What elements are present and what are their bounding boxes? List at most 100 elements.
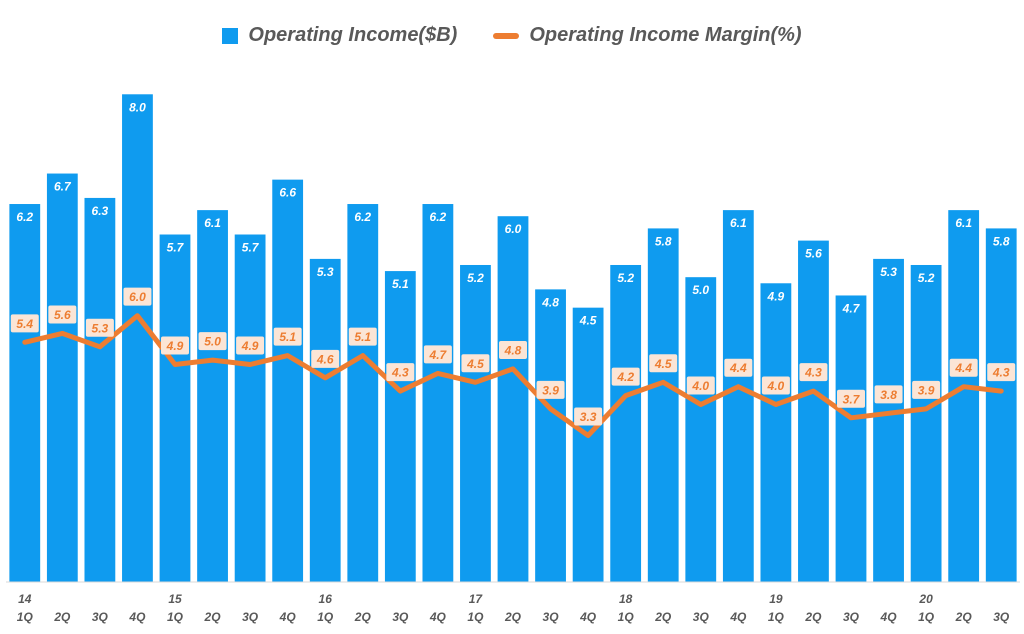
quarter-tick-label: 3Q [392, 610, 409, 624]
line-value-label: 3.7 [843, 392, 861, 406]
bar[interactable] [535, 289, 566, 582]
bar[interactable] [798, 240, 829, 582]
bar[interactable] [460, 264, 491, 582]
line-data-labels: 5.4 5.6 5.3 6.0 4.9 5.0 4.9 5.1 4.6 5.1 4.3 4.7 4.5 4… [10, 287, 1016, 426]
line-label-bg [874, 385, 903, 404]
bar[interactable] [197, 210, 228, 582]
bar-value-label: 6.6 [279, 186, 296, 200]
bar[interactable] [910, 264, 942, 582]
quarter-tick-label: 2Q [955, 610, 973, 624]
bar-value-label: 6.2 [16, 210, 33, 224]
line-label-bg [161, 336, 189, 355]
bar[interactable] [985, 228, 1017, 582]
quarter-tick-label: 3Q [242, 610, 259, 624]
legend-item-line[interactable]: Operating Income Margin(%) [493, 24, 802, 47]
line-value-label: 6.0 [129, 290, 146, 304]
line-label-bg [649, 354, 678, 373]
bar-value-label: 5.3 [317, 265, 334, 279]
year-tick-label: 18 [619, 592, 633, 606]
bar[interactable] [159, 234, 191, 582]
line-label-bg [912, 380, 941, 399]
line-label-bg [273, 327, 302, 346]
line-value-label: 3.9 [542, 383, 559, 397]
bar[interactable] [948, 210, 980, 582]
bar[interactable] [760, 283, 792, 582]
margin-line[interactable] [22, 313, 1004, 438]
quarter-tick-label: 3Q [693, 610, 710, 624]
line-label-bg [236, 336, 265, 355]
line-value-label: 5.1 [279, 330, 296, 344]
year-tick-label: 16 [319, 592, 333, 606]
bar[interactable] [497, 216, 529, 583]
line-value-label: 4.3 [391, 366, 409, 380]
bar-value-label: 6.2 [354, 210, 371, 224]
bar[interactable] [272, 179, 304, 582]
line-value-label: 3.9 [918, 383, 935, 397]
line-label-bg [198, 332, 227, 351]
legend-line-label: Operating Income Margin(%) [529, 24, 802, 46]
bar[interactable] [234, 234, 266, 582]
bar[interactable] [610, 264, 642, 582]
year-tick-label: 17 [469, 592, 484, 606]
bar[interactable] [9, 204, 41, 582]
bar[interactable] [873, 258, 904, 582]
line-label-bg [536, 380, 565, 399]
bar[interactable] [647, 228, 679, 582]
bar[interactable] [685, 277, 717, 582]
line-label-bg [461, 354, 490, 373]
quarter-tick-label: 4Q [429, 610, 447, 624]
bar[interactable] [722, 210, 754, 582]
bar-value-label: 5.2 [467, 271, 484, 285]
quarter-tick-label: 1Q [618, 610, 635, 624]
quarter-tick-label: 2Q [204, 610, 222, 624]
bar[interactable] [572, 307, 604, 582]
bar-value-label: 5.3 [880, 265, 897, 279]
bar[interactable] [84, 197, 116, 582]
line-label-bg [574, 407, 603, 426]
quarter-tick-label: 2Q [53, 610, 71, 624]
quarter-tick-label: 3Q [92, 610, 109, 624]
line-value-label: 3.8 [880, 388, 897, 402]
bar[interactable] [347, 204, 379, 582]
line-value-label: 4.4 [729, 361, 747, 375]
bar-value-label: 6.1 [204, 216, 221, 230]
line-value-label: 4.2 [616, 370, 634, 384]
quarter-tick-label: 3Q [993, 610, 1010, 624]
bar[interactable] [122, 94, 153, 582]
line-value-label: 4.7 [429, 348, 448, 362]
bar[interactable] [46, 173, 78, 582]
quarter-tick-label: 4Q [128, 610, 146, 624]
line-value-label: 4.3 [992, 366, 1010, 380]
bar[interactable] [422, 204, 454, 582]
bar[interactable] [384, 271, 416, 582]
quarter-tick-label: 2Q [354, 610, 372, 624]
line-value-label: 4.6 [316, 352, 334, 366]
year-tick-label: 20 [918, 592, 933, 606]
bar-value-label: 5.2 [918, 271, 935, 285]
quarter-tick-label: 4Q [880, 610, 898, 624]
line-value-label: 4.4 [954, 361, 972, 375]
quarter-tick-label: 1Q [167, 610, 184, 624]
quarter-tick-label: 1Q [467, 610, 484, 624]
line-value-label: 5.1 [354, 330, 371, 344]
line-value-label: 4.3 [804, 366, 822, 380]
bar-value-label: 4.5 [579, 314, 597, 328]
bar-value-label: 5.8 [655, 234, 672, 248]
line-label-bg [949, 358, 978, 377]
bar-value-label: 4.8 [541, 295, 559, 309]
legend-item-bar[interactable]: Operating Income($B) [222, 24, 457, 47]
line-value-label: 4.0 [691, 379, 709, 393]
bar-value-label: 5.1 [392, 277, 409, 291]
bar-value-label: 5.7 [167, 241, 185, 255]
line-label-bg [10, 314, 39, 333]
bar[interactable] [309, 258, 341, 582]
bar-value-label: 6.2 [430, 210, 447, 224]
quarter-tick-label: 1Q [918, 610, 935, 624]
quarter-tick-label: 1Q [768, 610, 785, 624]
bar[interactable] [835, 295, 867, 582]
line-value-label: 5.0 [204, 335, 221, 349]
bar-value-label: 5.2 [617, 271, 634, 285]
line-value-label: 4.0 [767, 379, 785, 393]
line-label-bg [799, 363, 828, 382]
line-value-label: 5.4 [16, 317, 33, 331]
